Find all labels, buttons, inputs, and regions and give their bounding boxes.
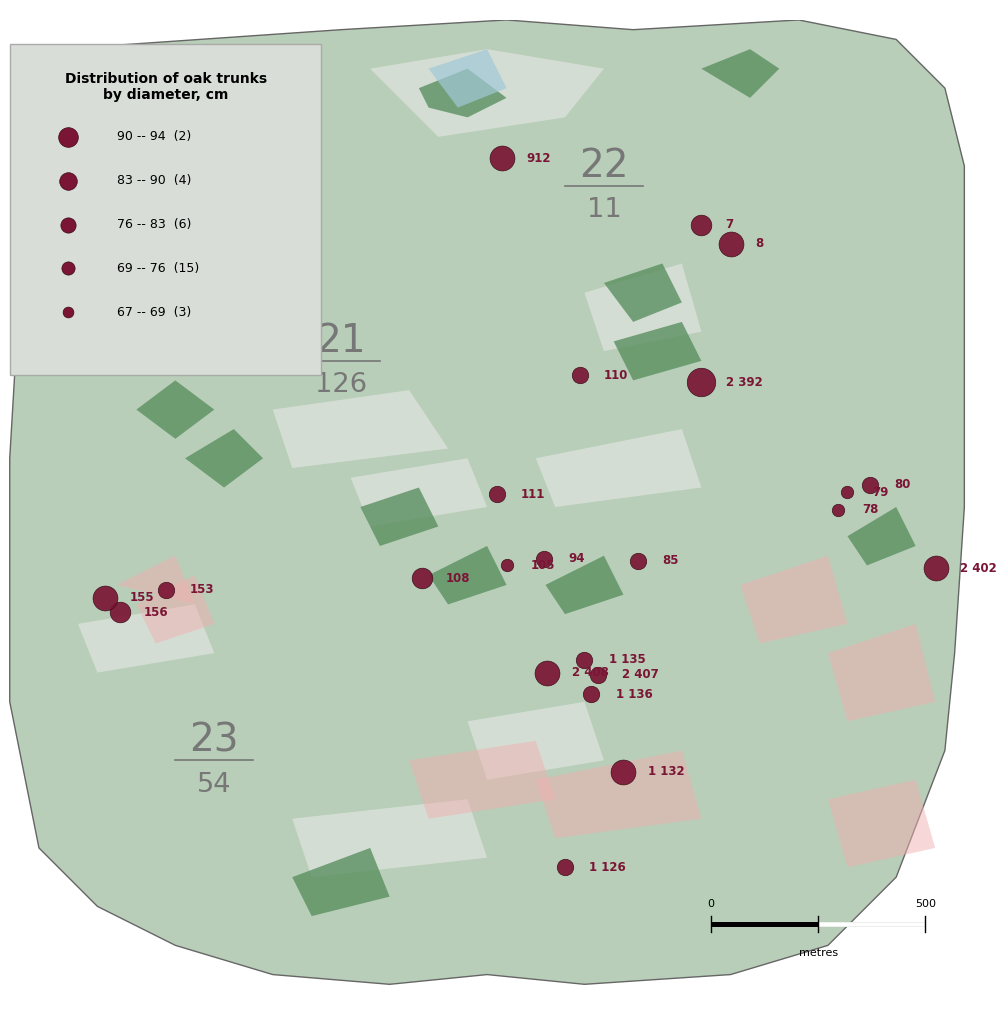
Polygon shape — [117, 556, 195, 604]
Polygon shape — [136, 234, 244, 332]
Text: 2 392: 2 392 — [726, 376, 762, 388]
Polygon shape — [536, 429, 701, 507]
Point — [583, 685, 599, 702]
Point — [60, 216, 76, 232]
Polygon shape — [351, 458, 487, 526]
Point — [576, 652, 592, 668]
Text: 500: 500 — [915, 899, 936, 910]
Point — [60, 261, 76, 277]
Polygon shape — [360, 488, 438, 546]
Point — [158, 582, 174, 598]
Point — [489, 487, 505, 503]
Polygon shape — [536, 750, 701, 839]
Point — [862, 477, 878, 493]
Point — [499, 558, 515, 574]
Text: 153: 153 — [190, 583, 214, 596]
Text: 1 132: 1 132 — [648, 766, 684, 779]
Polygon shape — [78, 604, 214, 672]
Polygon shape — [468, 702, 604, 780]
Point — [539, 664, 555, 680]
Polygon shape — [614, 321, 701, 380]
Point — [693, 216, 709, 232]
Point — [494, 150, 510, 166]
Text: 69 -- 76  (15): 69 -- 76 (15) — [117, 262, 199, 275]
Point — [60, 129, 76, 145]
Polygon shape — [419, 69, 507, 118]
Point — [723, 236, 739, 252]
Point — [60, 304, 76, 320]
Point — [839, 485, 855, 501]
Point — [97, 589, 113, 605]
Polygon shape — [604, 264, 682, 321]
Polygon shape — [740, 556, 847, 643]
Polygon shape — [292, 848, 390, 916]
Text: 7: 7 — [726, 218, 734, 231]
Text: 90 -- 94  (2): 90 -- 94 (2) — [117, 131, 191, 143]
Polygon shape — [292, 799, 487, 877]
Text: 21: 21 — [316, 322, 366, 360]
Polygon shape — [429, 49, 507, 107]
Polygon shape — [185, 429, 263, 488]
Polygon shape — [584, 264, 701, 351]
Point — [60, 172, 76, 189]
Text: 0: 0 — [708, 899, 715, 910]
Point — [928, 561, 944, 577]
Text: 126: 126 — [315, 372, 367, 399]
Text: 67 -- 69  (3): 67 -- 69 (3) — [117, 305, 191, 318]
Text: 11: 11 — [587, 197, 621, 223]
Polygon shape — [828, 624, 935, 721]
Text: 1 135: 1 135 — [609, 653, 646, 666]
Text: 2 402: 2 402 — [960, 562, 997, 575]
Text: 76 -- 83  (6): 76 -- 83 (6) — [117, 218, 191, 231]
Text: 80: 80 — [894, 478, 911, 491]
Text: 54: 54 — [197, 772, 232, 798]
Polygon shape — [701, 49, 779, 98]
Text: 155: 155 — [130, 591, 154, 604]
Polygon shape — [545, 556, 623, 614]
Text: 22: 22 — [579, 147, 629, 186]
Point — [615, 764, 631, 780]
Point — [414, 570, 430, 586]
Point — [557, 859, 573, 875]
Point — [536, 551, 552, 567]
Text: 94: 94 — [568, 553, 584, 565]
Polygon shape — [409, 741, 555, 818]
Polygon shape — [10, 20, 964, 985]
Text: Distribution of oak trunks
by diameter, cm: Distribution of oak trunks by diameter, … — [65, 72, 267, 101]
Text: 79: 79 — [872, 486, 888, 499]
Polygon shape — [429, 546, 507, 604]
Point — [572, 367, 588, 383]
Point — [112, 604, 128, 621]
Text: 2 408: 2 408 — [572, 666, 609, 679]
FancyBboxPatch shape — [10, 45, 321, 375]
Text: 110: 110 — [604, 369, 628, 382]
Text: 1 126: 1 126 — [589, 861, 626, 874]
Text: 85: 85 — [662, 554, 679, 567]
Text: 2 407: 2 407 — [622, 668, 659, 681]
Polygon shape — [847, 507, 916, 566]
Text: 23: 23 — [190, 722, 239, 759]
Text: 83 -- 90  (4): 83 -- 90 (4) — [117, 174, 191, 188]
Text: 156: 156 — [144, 605, 169, 619]
Polygon shape — [136, 380, 214, 439]
Point — [590, 666, 606, 682]
Polygon shape — [273, 390, 448, 468]
Text: 111: 111 — [521, 488, 546, 501]
Text: 1 136: 1 136 — [616, 687, 652, 701]
Text: 78: 78 — [862, 503, 878, 516]
Point — [693, 374, 709, 390]
Point — [830, 502, 846, 518]
Point — [630, 553, 646, 569]
Text: 108: 108 — [446, 572, 471, 585]
Text: 105: 105 — [531, 559, 555, 572]
Text: 912: 912 — [526, 152, 551, 164]
Text: metres: metres — [799, 948, 838, 958]
Polygon shape — [136, 575, 214, 643]
Polygon shape — [828, 780, 935, 867]
Text: 8: 8 — [755, 237, 763, 250]
Polygon shape — [370, 49, 604, 137]
